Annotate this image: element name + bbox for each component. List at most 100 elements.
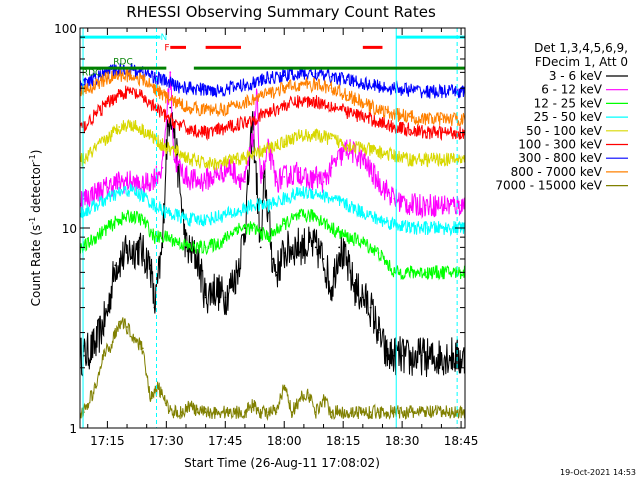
series-9-point <box>212 411 215 414</box>
annotation-label-2: F <box>164 43 169 53</box>
series-9-point <box>354 411 356 414</box>
series-9-point <box>275 411 278 414</box>
series-2-point <box>161 166 164 169</box>
series-9-point <box>291 411 293 414</box>
series-7-point <box>189 87 191 90</box>
series-4-point <box>118 191 121 194</box>
series-8-point <box>165 96 168 99</box>
series-4-point <box>177 215 180 217</box>
series-5-point <box>299 134 301 137</box>
series-7-point <box>377 85 380 88</box>
series-8-point <box>283 87 286 90</box>
series-6-point <box>299 100 301 103</box>
series-2-point <box>393 197 396 200</box>
series-7-point <box>346 79 348 81</box>
series-6-point <box>106 102 109 105</box>
series-9-point <box>102 354 105 357</box>
annotation-label-3: RDC <box>113 57 132 67</box>
series-7-point <box>460 90 462 93</box>
series-1-point <box>137 246 140 249</box>
series-3-point <box>424 271 427 274</box>
series-7-point <box>177 85 180 88</box>
series-6-point <box>153 106 156 109</box>
series-2-point <box>361 158 364 161</box>
series-2-point <box>169 71 172 74</box>
legend-label: 12 - 25 keV <box>534 96 603 110</box>
series-line-1 <box>79 111 466 378</box>
series-4-point <box>377 218 380 221</box>
series-9-point <box>306 391 309 394</box>
series-9-point <box>338 411 341 414</box>
series-5-point <box>177 151 180 153</box>
series-7-point <box>220 89 223 91</box>
series-3-point <box>393 271 396 274</box>
series-9-point <box>460 411 462 414</box>
series-8-point <box>346 94 348 97</box>
series-8-point <box>267 92 270 95</box>
series-6-point <box>424 131 427 134</box>
series-5-point <box>267 147 270 150</box>
series-2-point <box>106 186 109 189</box>
series-1-point <box>314 246 317 249</box>
series-6-point <box>118 92 121 95</box>
series-5-point <box>283 140 286 143</box>
series-4-point <box>267 204 270 207</box>
series-8-point <box>236 104 239 107</box>
series-1-point <box>224 296 227 299</box>
series-8-point <box>153 87 156 90</box>
series-line-3 <box>79 208 466 281</box>
series-9-point <box>259 411 262 414</box>
series-2-point <box>153 176 156 178</box>
series-5-point <box>424 158 427 161</box>
y-axis-label-sup2: -1 <box>28 154 37 162</box>
series-line-9 <box>79 317 466 422</box>
series-1-point <box>291 246 293 249</box>
series-5-point <box>189 158 191 161</box>
series-5-point <box>236 158 239 161</box>
series-6-point <box>409 128 411 131</box>
series-3-point <box>130 215 132 217</box>
series-2-point <box>118 181 121 183</box>
series-9-point <box>283 386 286 389</box>
series-1-point <box>126 252 128 254</box>
series-1-point <box>361 296 364 299</box>
series-9-point <box>369 411 372 414</box>
series-2-point <box>440 204 443 207</box>
x-tick-label: 18:30 <box>385 434 420 448</box>
legend-label: 800 - 7000 keV <box>511 165 603 179</box>
series-7-point <box>314 72 317 75</box>
series-6-point <box>314 100 317 103</box>
series-4-point <box>141 194 144 197</box>
series-5-point <box>409 158 411 161</box>
series-8-point <box>141 79 144 81</box>
series-2-point <box>251 137 254 140</box>
series-8-point <box>94 83 97 86</box>
series-7-point <box>393 87 396 90</box>
series-9-point <box>409 411 411 414</box>
legend-label: 6 - 12 keV <box>541 83 603 97</box>
series-6-point <box>220 128 223 131</box>
series-1-point <box>259 246 262 249</box>
series-9-point <box>134 337 136 340</box>
x-tick-label: 17:45 <box>208 434 243 448</box>
series-9-point <box>346 411 348 414</box>
series-9-point <box>361 411 364 414</box>
series-6-point <box>283 104 286 107</box>
x-axis-label: Start Time (26-Aug-11 17:08:02) <box>184 456 380 470</box>
series-5-point <box>314 134 317 137</box>
series-line-5 <box>79 118 466 171</box>
series-1-point <box>401 354 403 357</box>
series-3-point <box>267 236 270 239</box>
series-9-point <box>189 404 191 407</box>
series-4-point <box>346 204 348 207</box>
series-1-point <box>393 354 396 357</box>
series-5-point <box>130 123 132 126</box>
series-1-point <box>236 271 239 274</box>
series-2-point <box>173 158 176 161</box>
series-6-point <box>330 104 333 107</box>
series-2-point <box>259 176 262 178</box>
series-8-point <box>377 108 380 111</box>
series-3-point <box>283 222 286 225</box>
series-3-point <box>177 241 180 244</box>
